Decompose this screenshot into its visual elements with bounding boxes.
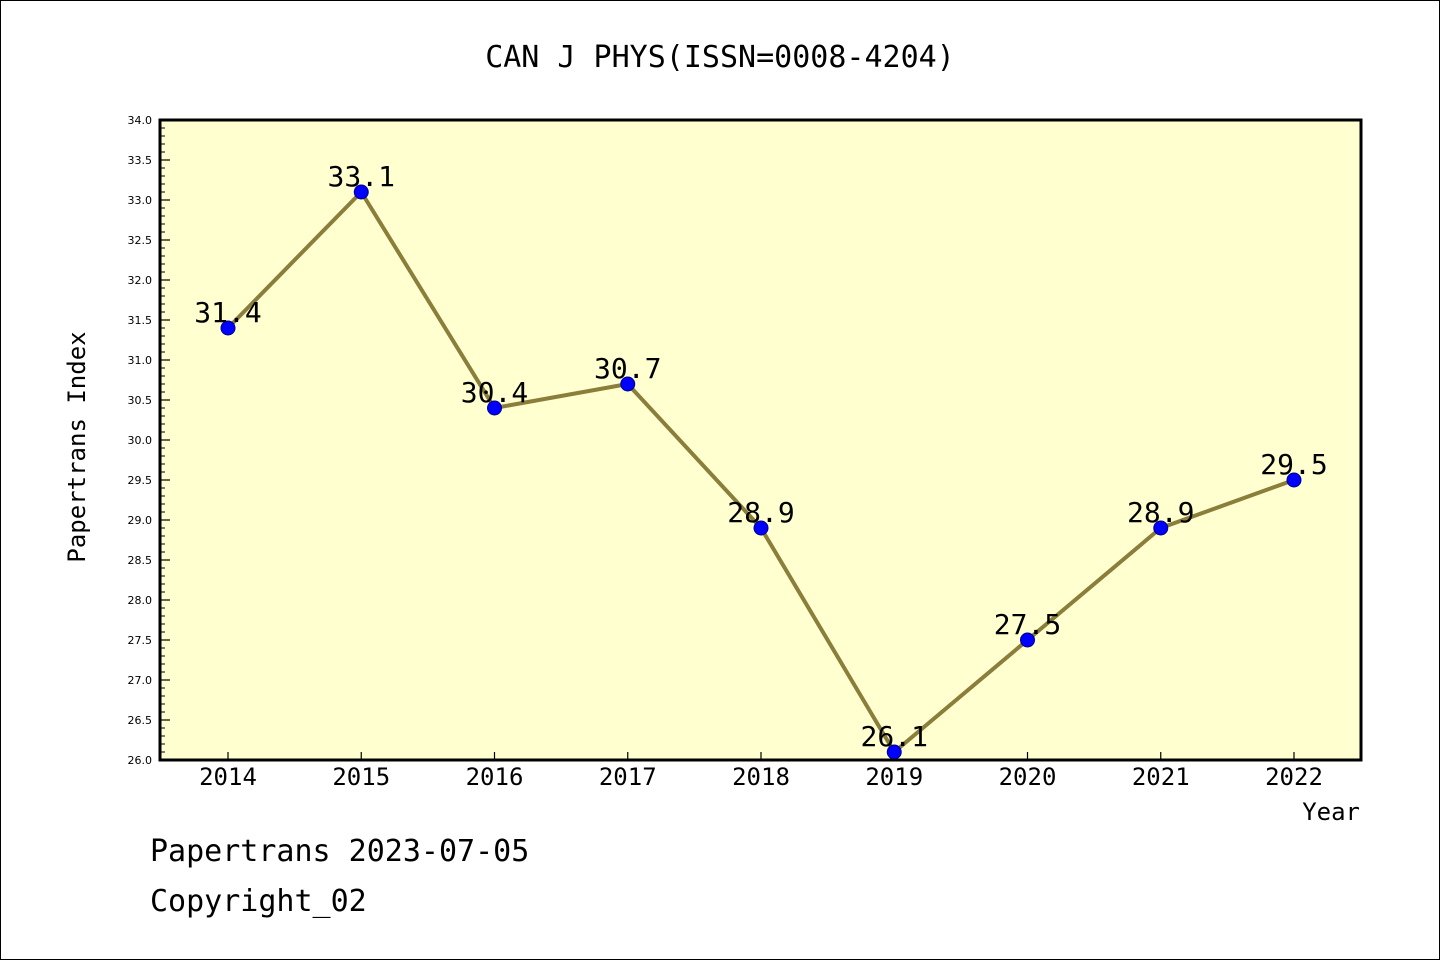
y-tick-label: 30.0 — [128, 434, 153, 447]
y-tick-label: 29.5 — [128, 474, 153, 487]
y-tick-label: 32.0 — [128, 274, 153, 287]
data-point — [1020, 632, 1035, 648]
data-label: 29.5 — [1260, 448, 1327, 481]
y-tick-label: 28.5 — [128, 554, 153, 567]
data-label: 28.9 — [727, 496, 794, 529]
plot-area — [160, 120, 1361, 760]
x-tick-label: 2020 — [999, 763, 1057, 791]
y-tick-label: 26.5 — [128, 714, 153, 727]
x-tick-label: 2018 — [732, 763, 790, 791]
y-tick-label: 31.0 — [128, 354, 153, 367]
data-label: 33.1 — [328, 160, 395, 193]
data-point — [1286, 472, 1302, 488]
data-label: 30.7 — [594, 352, 661, 385]
y-tick-label: 27.0 — [128, 674, 153, 687]
data-point — [353, 184, 369, 200]
y-axis-label: Papertrans Index — [63, 331, 91, 562]
y-tick-label: 28.0 — [128, 594, 153, 607]
y-tick-label: 29.0 — [128, 514, 153, 527]
y-tick-label: 33.5 — [128, 154, 153, 167]
x-tick-label: 2022 — [1265, 763, 1323, 791]
data-label: 28.9 — [1127, 496, 1194, 529]
footer-copyright: Copyright_02 — [150, 884, 367, 919]
y-tick-label: 26.0 — [128, 754, 153, 767]
x-tick-label: 2016 — [466, 763, 524, 791]
data-label: 27.5 — [994, 608, 1061, 641]
y-tick-label: 32.5 — [128, 234, 153, 247]
footer-date: Papertrans 2023-07-05 — [150, 834, 530, 869]
data-point — [620, 376, 636, 392]
data-point — [1153, 520, 1169, 536]
x-tick-label: 2015 — [332, 763, 390, 791]
data-label: 31.4 — [194, 296, 261, 329]
x-tick-label: 2014 — [199, 763, 257, 791]
y-tick-label: 30.5 — [128, 394, 153, 407]
data-label: 30.4 — [461, 376, 528, 409]
y-tick-label: 33.0 — [128, 194, 153, 207]
data-point — [220, 320, 236, 336]
plot-border — [158, 118, 1363, 762]
y-tick-label: 34.0 — [128, 114, 153, 127]
x-tick-label: 2021 — [1132, 763, 1190, 791]
data-point — [753, 520, 769, 536]
x-tick-label: 2019 — [865, 763, 923, 791]
y-tick-label: 27.5 — [128, 634, 153, 647]
chart-title: CAN J PHYS(ISSN=0008-4204) — [485, 40, 955, 75]
x-tick-label: 2017 — [599, 763, 657, 791]
data-point — [487, 400, 502, 416]
data-label: 26.1 — [861, 720, 928, 753]
x-axis-label: Year — [1302, 798, 1360, 826]
y-tick-label: 31.5 — [128, 314, 153, 327]
